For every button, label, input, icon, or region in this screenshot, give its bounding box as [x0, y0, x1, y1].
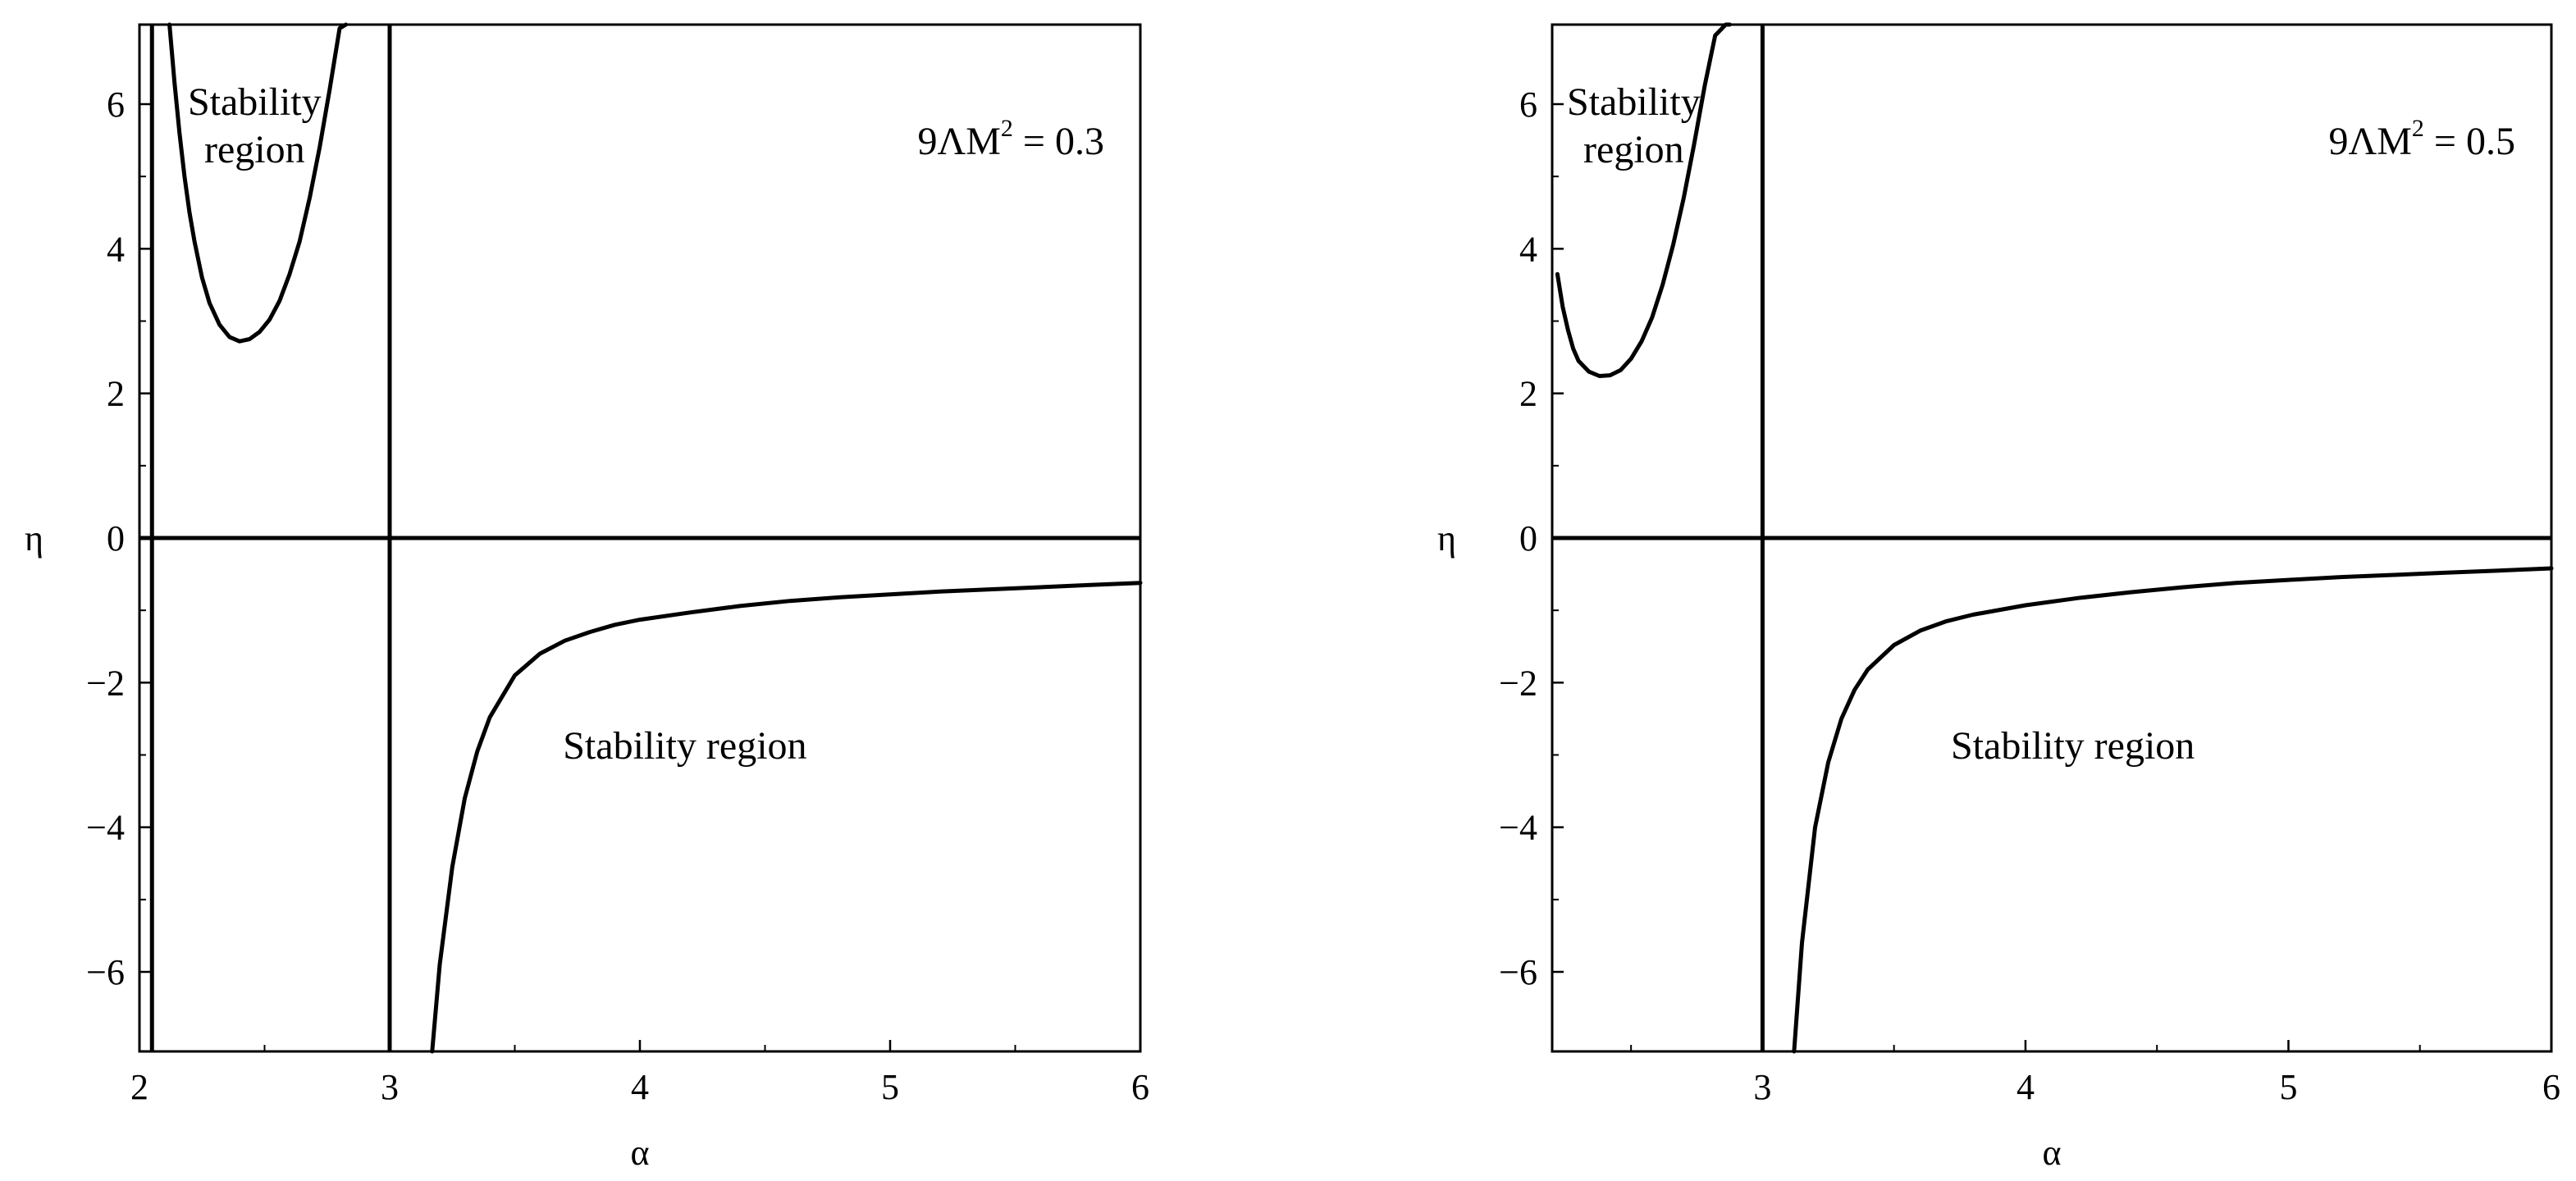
y-tick-label: 6: [1519, 84, 1537, 125]
parameter-label: 9ΛM2 = 0.3: [917, 115, 1104, 163]
x-tick-label: 3: [381, 1067, 399, 1107]
stability-region-label: Stability region: [563, 724, 806, 768]
y-tick-label: 6: [107, 84, 125, 125]
curve-2: [430, 581, 1143, 1054]
curve-1: [1555, 22, 1732, 378]
y-tick-label: −6: [86, 952, 125, 992]
y-tick-label: −4: [86, 808, 125, 848]
curve-2: [1792, 566, 2554, 1054]
annotation-line: Stability: [188, 80, 322, 124]
annotation-line: Stability region: [1951, 724, 2195, 768]
y-tick-label: −2: [86, 663, 125, 703]
annotation-line: region: [204, 128, 305, 171]
curve-1: [167, 22, 349, 344]
y-axis-label: η: [25, 518, 43, 559]
parameter-rest: = 0.3: [1013, 120, 1104, 163]
parameter-label: 9ΛM2 = 0.5: [2328, 115, 2515, 163]
y-tick-label: −4: [1499, 808, 1537, 848]
y-tick-label: −6: [1499, 952, 1537, 992]
stability-region-label: Stability region: [188, 80, 322, 171]
x-axis-label: α: [630, 1133, 649, 1173]
parameter-sup: 2: [2412, 115, 2424, 142]
y-tick-label: 0: [1519, 518, 1537, 559]
annotation-line: Stability region: [563, 724, 806, 768]
annotation-line: region: [1583, 128, 1684, 171]
parameter-rest: = 0.5: [2424, 120, 2515, 163]
parameter-main: 9ΛM: [917, 120, 1000, 163]
stability-region-label: Stability region: [1567, 80, 1701, 171]
y-axis-label: η: [1437, 518, 1456, 559]
y-tick-label: 4: [1519, 229, 1537, 269]
x-tick-label: 4: [2016, 1067, 2035, 1107]
x-tick-label: 2: [130, 1067, 148, 1107]
parameter-sup: 2: [1001, 115, 1013, 142]
x-axis-label: α: [2042, 1133, 2061, 1173]
y-tick-label: 2: [107, 374, 125, 414]
y-tick-label: −2: [1499, 663, 1537, 703]
x-tick-label: 6: [1131, 1067, 1149, 1107]
x-tick-label: 3: [1753, 1067, 1771, 1107]
y-tick-label: 4: [107, 229, 125, 269]
parameter-main: 9ΛM: [2328, 120, 2411, 163]
y-tick-label: 0: [107, 518, 125, 559]
x-tick-label: 5: [881, 1067, 899, 1107]
annotation-line: Stability: [1567, 80, 1701, 124]
x-tick-label: 6: [2542, 1067, 2560, 1107]
x-tick-label: 4: [631, 1067, 649, 1107]
y-tick-label: 2: [1519, 374, 1537, 414]
stability-region-label: Stability region: [1951, 724, 2195, 768]
x-tick-label: 5: [2279, 1067, 2297, 1107]
